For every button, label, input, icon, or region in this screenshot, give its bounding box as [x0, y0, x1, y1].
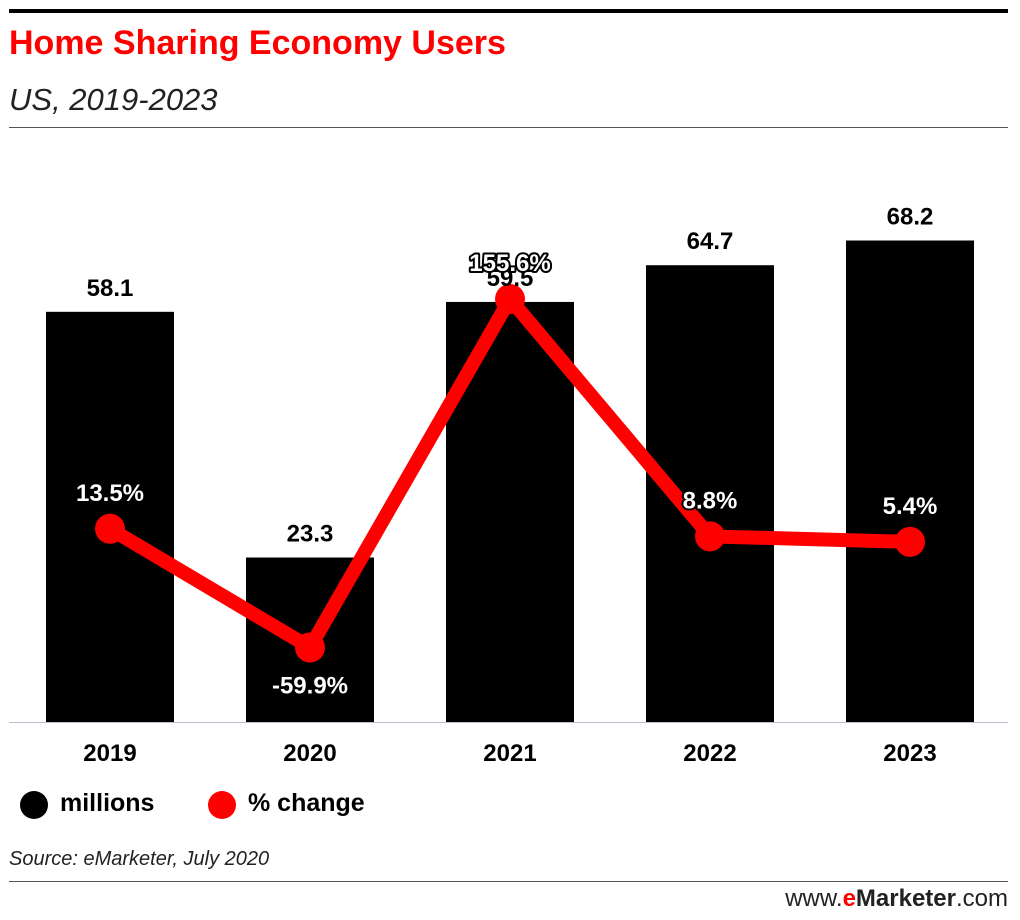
- header-divider: [9, 127, 1008, 128]
- legend-swatch-percent-change: [208, 791, 236, 819]
- legend-swatch-millions: [20, 791, 48, 819]
- percent-label-2021: 155.6%: [469, 250, 550, 277]
- legend-label-millions: millions: [60, 789, 155, 817]
- bar-value-label-2020: 23.3: [287, 521, 334, 548]
- chart-subtitle: US, 2019-2023: [9, 82, 218, 117]
- percent-label-2019: 13.5%: [76, 480, 144, 507]
- brand-prefix: www.: [785, 885, 843, 912]
- x-tick-label-2023: 2023: [883, 740, 936, 767]
- brand-url[interactable]: www.eMarketer.com: [785, 885, 1008, 913]
- percent-change-point-2020: [295, 632, 325, 663]
- percent-change-point-2019: [95, 513, 125, 544]
- percent-label-2020: -59.9%: [272, 672, 348, 699]
- brand-name: Marketer: [855, 885, 956, 912]
- x-tick-label-2020: 2020: [283, 740, 336, 767]
- top-rule: [9, 9, 1008, 13]
- footer-divider: [9, 881, 1008, 882]
- source-note: Source: eMarketer, July 2020: [9, 848, 270, 870]
- bar-value-label-2022: 64.7: [687, 228, 734, 255]
- x-tick-label-2021: 2021: [483, 740, 536, 767]
- percent-change-point-2021: [495, 283, 525, 314]
- percent-label-2022: 8.8%: [683, 487, 738, 514]
- bar-2023: [846, 240, 974, 722]
- bar-value-label-2019: 58.1: [87, 275, 134, 302]
- bar-value-label-2023: 68.2: [887, 204, 934, 231]
- percent-change-point-2023: [895, 526, 925, 557]
- percent-label-2023: 5.4%: [883, 493, 938, 520]
- bar-value-label-2021: 59.5: [487, 265, 534, 292]
- percent-change-point-2022: [695, 521, 725, 552]
- x-tick-label-2019: 2019: [83, 740, 136, 767]
- chart-title: Home Sharing Economy Users: [9, 24, 506, 62]
- brand-suffix: .com: [955, 885, 1008, 912]
- legend-label-percent-change: % change: [248, 789, 365, 817]
- brand-e: e: [842, 885, 856, 912]
- x-tick-label-2022: 2022: [683, 740, 736, 767]
